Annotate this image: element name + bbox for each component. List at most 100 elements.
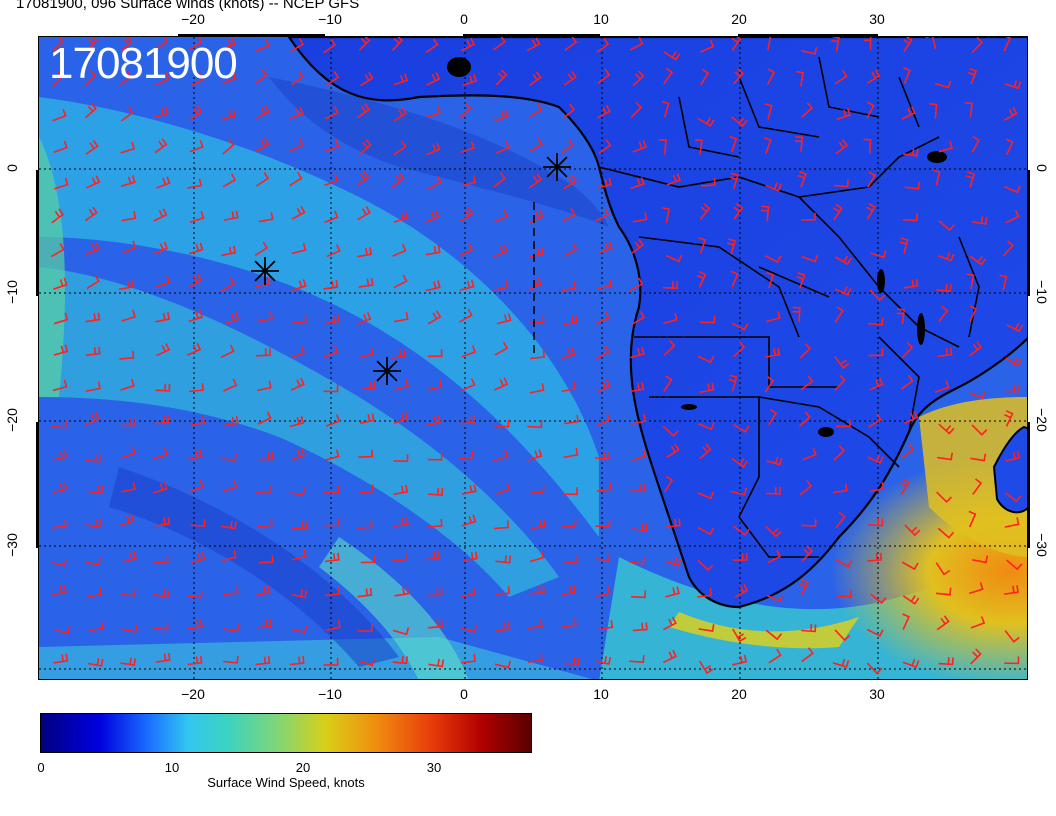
wind-barb xyxy=(729,135,738,153)
wind-barb xyxy=(596,345,610,360)
wind-barb xyxy=(87,658,104,667)
wind-speed-field xyxy=(39,37,1027,679)
wind-barb xyxy=(425,245,441,256)
wind-barb xyxy=(84,557,101,566)
wind-barb xyxy=(596,104,611,119)
wind-barb xyxy=(938,220,955,232)
wind-barb xyxy=(155,516,171,527)
wind-barb xyxy=(1006,322,1024,333)
wind-barb xyxy=(189,140,204,153)
wind-barb xyxy=(868,518,884,527)
wind-barb xyxy=(121,211,137,222)
wind-barb xyxy=(836,589,852,598)
wind-barb xyxy=(120,175,136,187)
wind-barb xyxy=(323,384,339,393)
wind-barb xyxy=(528,71,542,87)
wind-barb xyxy=(358,449,374,458)
wind-barb xyxy=(1004,517,1020,528)
wind-barb xyxy=(257,411,272,425)
wind-barb xyxy=(597,68,611,84)
wind-barb xyxy=(801,46,818,55)
wind-barb xyxy=(662,649,677,664)
wind-barb xyxy=(733,203,744,220)
wind-barb xyxy=(254,69,268,85)
wind-barb xyxy=(664,557,682,567)
lon-tick-top: 20 xyxy=(731,11,747,27)
wind-barb xyxy=(326,244,341,258)
wind-barb xyxy=(392,655,408,665)
wind-barb xyxy=(663,51,681,61)
top-edge-bar-3 xyxy=(738,34,878,37)
wind-barb xyxy=(936,491,953,504)
wind-barb xyxy=(392,243,407,257)
wind-barb xyxy=(969,582,984,595)
wind-barb xyxy=(255,137,270,152)
wind-barb xyxy=(120,106,134,122)
wind-barb xyxy=(902,213,918,222)
wind-barb xyxy=(900,478,910,496)
wind-barb xyxy=(54,625,71,634)
right-edge-bar-1 xyxy=(1027,170,1030,296)
wind-barb xyxy=(696,270,707,288)
wind-barb xyxy=(1005,209,1020,224)
wind-barb xyxy=(1005,138,1014,156)
wind-barb xyxy=(767,408,778,426)
wind-barb xyxy=(934,80,952,89)
wind-barb xyxy=(925,37,937,50)
wind-barb xyxy=(86,175,101,189)
wind-barb xyxy=(936,615,950,631)
wind-barb xyxy=(85,346,101,357)
wind-barb xyxy=(122,240,137,254)
wind-barb xyxy=(84,70,97,87)
wind-barb xyxy=(564,37,578,51)
wind-barb xyxy=(155,275,171,289)
wind-barb xyxy=(461,37,476,52)
wind-barb xyxy=(529,486,545,494)
wind-barb xyxy=(563,555,579,564)
wind-barb xyxy=(461,514,477,527)
wind-barb xyxy=(120,141,136,154)
wind-barb xyxy=(526,37,541,52)
wind-barb xyxy=(220,344,235,359)
wind-barb xyxy=(598,139,612,155)
wind-barb xyxy=(86,274,100,290)
wind-barb xyxy=(152,481,168,494)
wind-barb xyxy=(792,306,801,322)
wind-barb xyxy=(595,208,610,222)
wind-barb xyxy=(391,172,405,188)
wind-barb xyxy=(968,510,977,528)
colorbar-tick: 0 xyxy=(37,760,45,775)
wind-barb xyxy=(494,660,511,669)
wind-barb xyxy=(699,382,715,394)
wind-barb xyxy=(560,347,576,360)
wind-barb xyxy=(254,241,269,257)
wind-barb xyxy=(258,212,274,223)
wind-barb xyxy=(698,624,715,633)
wind-barb xyxy=(189,105,203,121)
lat-tick-left: −30 xyxy=(4,533,20,557)
wind-barb xyxy=(155,343,171,357)
date-overlay-label: 17081900 xyxy=(49,39,238,88)
wind-barb xyxy=(359,139,372,155)
wind-barb xyxy=(495,140,510,155)
wind-barb xyxy=(764,376,775,393)
wind-barb xyxy=(970,453,987,462)
wind-barb xyxy=(187,590,203,599)
wind-barb xyxy=(1002,240,1014,257)
wind-barb xyxy=(632,622,648,632)
wind-barb xyxy=(324,139,340,152)
wind-barb xyxy=(495,69,508,86)
lon-tick-bottom: 10 xyxy=(593,686,609,702)
wind-barb xyxy=(1006,559,1023,571)
wind-barb xyxy=(734,583,749,598)
wind-barb xyxy=(700,68,710,86)
wind-barb xyxy=(85,454,101,463)
wind-barb xyxy=(938,305,949,323)
wind-barb xyxy=(324,449,340,461)
wind-barb xyxy=(52,379,68,392)
wind-barb xyxy=(494,419,510,428)
wind-barb xyxy=(187,449,203,461)
wind-barb xyxy=(902,658,920,669)
wind-barb xyxy=(358,37,371,51)
wind-barb xyxy=(459,308,473,323)
